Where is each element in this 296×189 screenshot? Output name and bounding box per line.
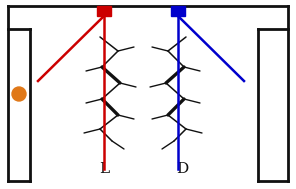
Bar: [97, 6, 111, 16]
Text: L: L: [99, 162, 109, 176]
Circle shape: [12, 87, 26, 101]
Bar: [171, 6, 185, 16]
Text: D: D: [176, 162, 188, 176]
